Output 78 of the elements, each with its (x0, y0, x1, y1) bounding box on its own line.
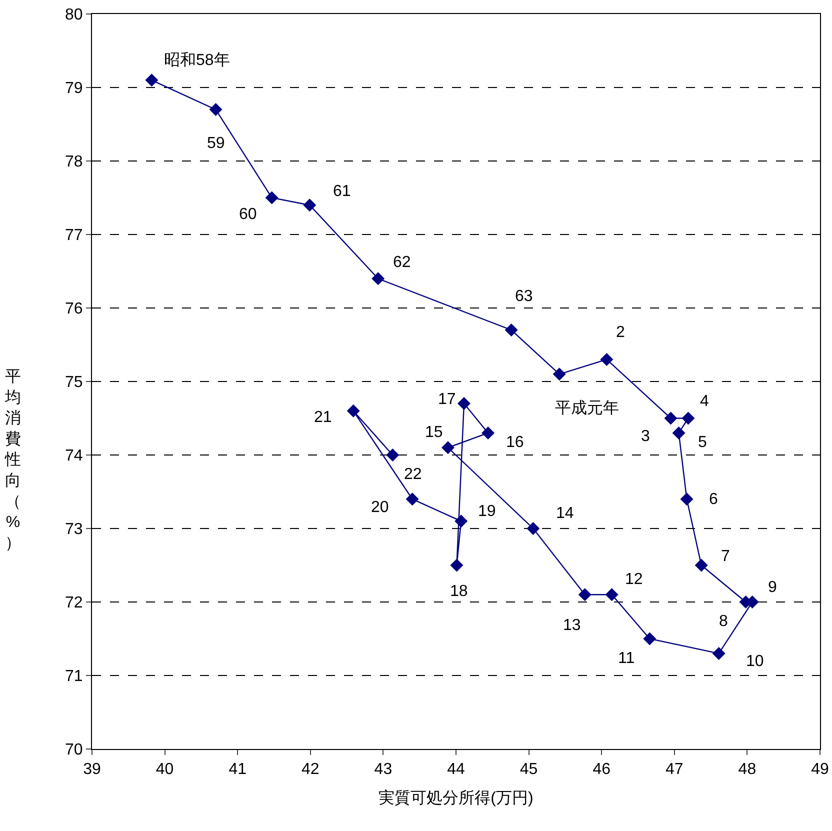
y-tick-label: 79 (65, 80, 83, 98)
annotation: 60 (239, 206, 257, 223)
point (552, 368, 566, 381)
y-tick-label: 77 (65, 227, 83, 244)
annotation: 昭和58年 (164, 51, 230, 69)
x-tick-label: 41 (228, 761, 247, 778)
annotation: 3 (641, 428, 650, 445)
x-axis-title: 実質可処分所得(万円) (378, 788, 534, 807)
annotation: 7 (721, 548, 730, 565)
annotation: 13 (563, 617, 581, 634)
point (712, 646, 726, 660)
annotation: 11 (618, 650, 635, 667)
annotation: 21 (314, 409, 332, 426)
y-tick-label: 74 (65, 448, 83, 465)
annotation: 5 (698, 434, 707, 451)
annotation: 10 (746, 653, 764, 670)
annotation: 22 (404, 466, 422, 483)
x-tick-label: 47 (666, 761, 684, 778)
x-tick-label: 42 (302, 761, 320, 778)
x-tick-label: 44 (447, 761, 465, 778)
point (578, 588, 592, 602)
point (694, 558, 708, 572)
annotation: 16 (506, 434, 524, 451)
point (303, 198, 316, 212)
point (346, 404, 360, 418)
point (526, 522, 540, 535)
y-tick-label: 72 (65, 594, 83, 612)
y-tick-label: 70 (65, 742, 83, 759)
text: 平均消費性向（%） (5, 368, 21, 552)
point (145, 74, 158, 87)
point (643, 632, 656, 646)
annotation: 8 (719, 613, 728, 630)
annotation: 61 (333, 183, 351, 200)
annotation: 6 (709, 491, 718, 508)
annotation: 平成元年 (555, 399, 619, 417)
point (406, 492, 419, 506)
annotation: 19 (478, 503, 496, 520)
x-tick-label: 40 (156, 761, 174, 778)
y-tick-label: 76 (65, 300, 83, 318)
point (680, 492, 694, 506)
y-tick-label: 73 (65, 521, 83, 538)
annotation: 59 (207, 135, 225, 152)
annotation: 14 (556, 505, 574, 522)
x-tick-label: 48 (738, 761, 756, 778)
point (482, 426, 495, 440)
point (209, 103, 222, 116)
point (664, 412, 678, 425)
y-tick-label: 80 (65, 6, 83, 24)
y-tick-label: 75 (65, 374, 83, 392)
annotation: 4 (700, 393, 709, 410)
annotation: 12 (625, 571, 643, 588)
point (504, 324, 518, 337)
point (600, 352, 614, 366)
point (605, 588, 618, 602)
x-tick-label: 43 (374, 761, 392, 778)
annotation: 63 (515, 288, 533, 305)
x-tick-label: 45 (520, 761, 538, 778)
x-tick-label: 39 (83, 761, 101, 778)
point (672, 426, 686, 440)
point (454, 514, 468, 528)
annotation: 15 (425, 424, 443, 441)
point (265, 191, 278, 204)
point (682, 412, 695, 425)
x-tick-label: 46 (592, 761, 611, 778)
annotation: 20 (371, 499, 389, 516)
annotation: 2 (616, 324, 625, 341)
annotation: 17 (438, 391, 456, 408)
annotation: 62 (393, 254, 411, 271)
point (450, 558, 464, 572)
annotation: 9 (768, 579, 777, 596)
y-tick-label: 78 (65, 154, 83, 171)
point (441, 441, 454, 454)
annotation: 18 (450, 583, 468, 600)
point (458, 397, 471, 410)
x-tick-label: 49 (811, 761, 829, 778)
point (386, 448, 400, 462)
y-tick-label: 71 (65, 668, 83, 686)
point (372, 272, 385, 286)
